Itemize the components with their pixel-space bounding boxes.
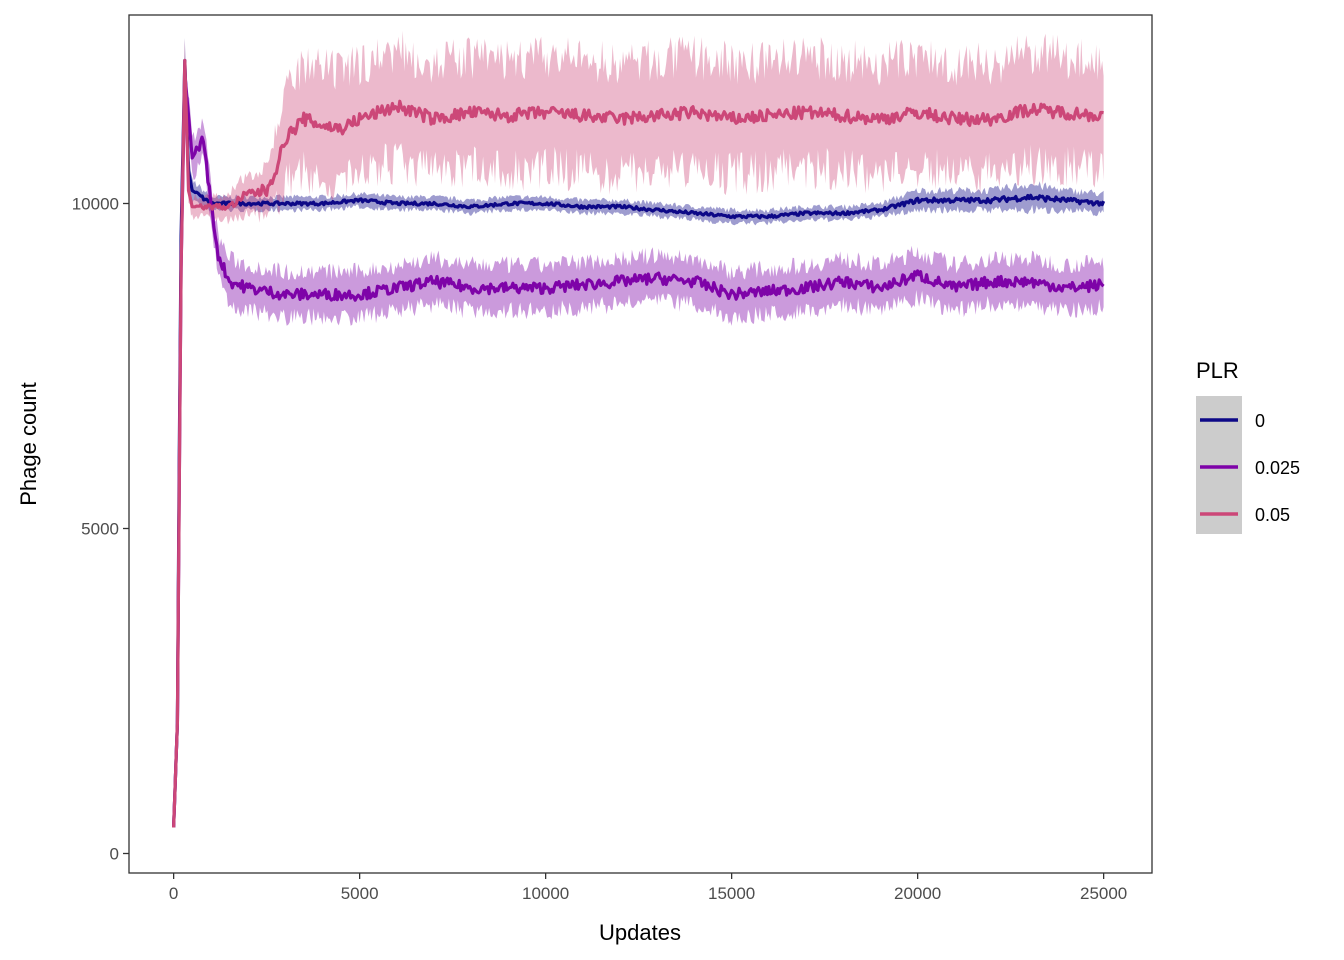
y-axis: 0 5000 10000 [72,195,129,864]
x-axis: 0 5000 10000 15000 20000 25000 [169,873,1127,903]
series-line-0.025 [172,71,1105,828]
legend-items: 0 0.025 0.05 [1200,411,1300,525]
y-tick-label: 0 [110,845,119,864]
legend-label-0.05: 0.05 [1255,505,1290,525]
legend: PLR 0 0.025 0.05 [1196,358,1300,534]
series-line-0 [172,58,1106,828]
x-tick-label: 10000 [522,884,569,903]
x-tick-label: 15000 [708,884,755,903]
plot-panel-border [128,14,1153,874]
series-line-0.05 [172,58,1104,828]
legend-title: PLR [1196,358,1239,383]
legend-label-0: 0 [1255,411,1265,431]
x-tick-label: 25000 [1080,884,1127,903]
y-tick-label: 5000 [81,520,119,539]
legend-label-0.025: 0.025 [1255,458,1300,478]
x-tick-label: 5000 [341,884,379,903]
x-axis-title: Updates [599,920,681,945]
x-tick-label: 0 [169,884,178,903]
y-tick-label: 10000 [72,195,119,214]
y-axis-title: Phage count [16,382,41,506]
series-lines [172,58,1106,828]
x-tick-label: 20000 [894,884,941,903]
